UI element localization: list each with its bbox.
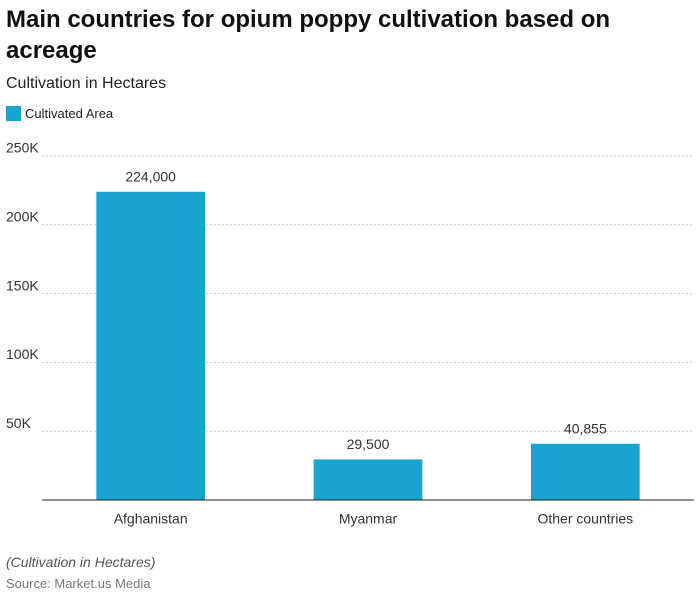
value-label: 40,855 [564, 420, 607, 436]
bar [531, 443, 640, 500]
y-tick-label: 250K [6, 140, 39, 156]
chart: 50K 100K 150K 200K 250K Afghanistan 224,000 Mya… [6, 140, 694, 527]
y-tick-label: 200K [6, 209, 39, 225]
value-label: 29,500 [347, 436, 390, 452]
legend-label: Cultivated Area [25, 106, 114, 121]
bar [313, 459, 423, 500]
bar [96, 191, 205, 500]
y-tick-label: 100K [6, 346, 39, 362]
x-tick-label: Afghanistan [114, 511, 188, 527]
chart-subtitle: Cultivation in Hectares [6, 75, 167, 92]
y-tick-label: 50K [6, 415, 32, 431]
legend: Cultivated Area [6, 106, 113, 121]
chart-title: Main countries for opium poppy cultivati… [6, 6, 611, 64]
legend-swatch [6, 106, 21, 121]
x-tick-label: Other countries [537, 511, 633, 527]
source: Source: Market.us Media [6, 576, 151, 591]
y-tick-label: 150K [6, 277, 39, 293]
x-tick-label: Myanmar [339, 511, 398, 527]
note: (Cultivation in Hectares) [6, 554, 156, 570]
value-label: 224,000 [125, 168, 176, 184]
